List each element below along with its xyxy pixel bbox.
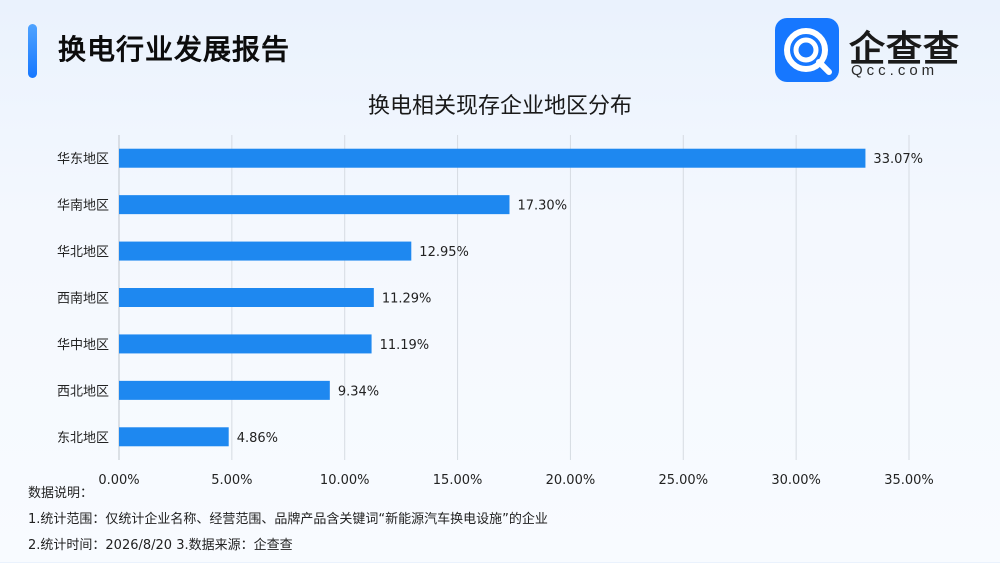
- bar: [119, 334, 372, 354]
- notes-time-source: 2.统计时间：2026/8/20 3.数据来源：企查查: [28, 538, 293, 553]
- bar: [119, 241, 412, 261]
- bar: [119, 148, 866, 168]
- x-tick-label: 35.00%: [884, 473, 934, 488]
- y-category-label: 西北地区: [57, 384, 109, 399]
- brand-name: 企查查: [849, 29, 961, 70]
- report-title: 换电行业发展报告: [58, 33, 291, 66]
- bar-value-label: 33.07%: [873, 152, 923, 167]
- y-category-label: 华北地区: [57, 245, 109, 260]
- bar-value-label: 11.19%: [380, 338, 430, 353]
- brand-domain: Qcc.com: [851, 62, 939, 79]
- bar: [119, 288, 374, 307]
- bar: [119, 427, 229, 447]
- bar-value-label: 4.86%: [237, 431, 278, 446]
- y-category-label: 西南地区: [57, 291, 109, 307]
- y-category-label: 华东地区: [57, 152, 109, 167]
- y-category-label: 华中地区: [57, 338, 109, 353]
- bar: [119, 380, 330, 400]
- bar-value-label: 9.34%: [338, 384, 379, 399]
- bar-value-label: 12.95%: [419, 245, 469, 260]
- data-notes: 数据说明： 1.统计范围：仅统计企业名称、经营范围、品牌产品含关键词“新能源汽车…: [28, 485, 548, 563]
- x-tick-label: 10.00%: [320, 473, 370, 488]
- title-accent-bar: [28, 24, 37, 78]
- x-tick-label: 5.00%: [211, 473, 252, 488]
- bar-value-label: 11.29%: [382, 292, 432, 307]
- x-tick-label: 25.00%: [658, 473, 708, 488]
- x-tick-label: 15.00%: [433, 473, 483, 488]
- y-category-label: 东北地区: [57, 431, 109, 446]
- chart-title: 换电相关现存企业地区分布: [367, 94, 632, 119]
- bar-value-label: 17.30%: [517, 199, 567, 214]
- x-tick-label: 30.00%: [771, 473, 821, 488]
- notes-heading: 数据说明：: [28, 486, 94, 501]
- y-category-label: 华南地区: [57, 198, 109, 214]
- bar: [119, 195, 510, 215]
- brand: 企查查 Qcc.com: [775, 18, 975, 82]
- qcc-logo-icon: [775, 18, 839, 82]
- x-tick-label: 0.00%: [98, 473, 139, 488]
- x-tick-label: 20.00%: [546, 473, 596, 488]
- notes-scope: 1.统计范围：仅统计企业名称、经营范围、品牌产品含关键词“新能源汽车换电设施”的…: [28, 512, 548, 527]
